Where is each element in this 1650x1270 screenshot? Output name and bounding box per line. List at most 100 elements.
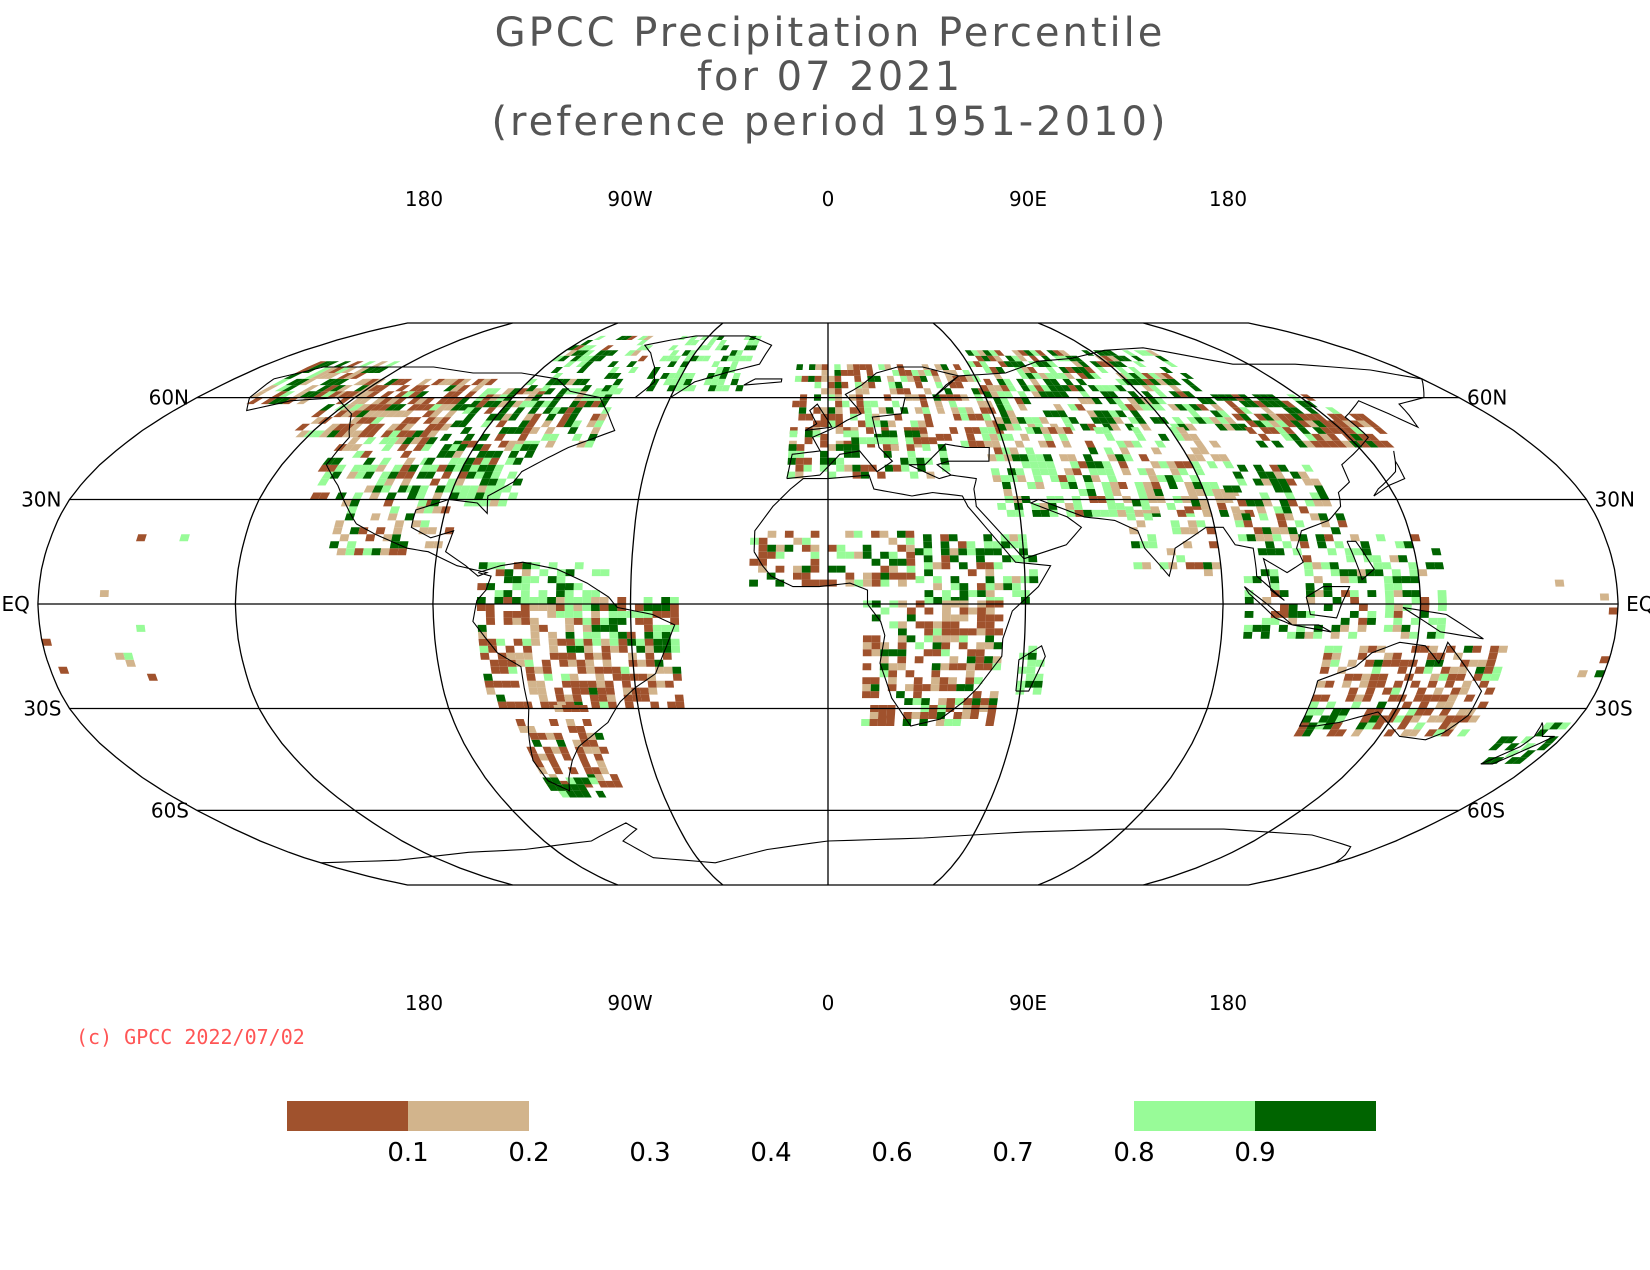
percentile-cell xyxy=(1245,420,1259,428)
percentile-cell xyxy=(565,777,577,785)
percentile-cell xyxy=(846,364,854,370)
percentile-cell xyxy=(593,335,607,340)
legend-tick-label: 0.2 xyxy=(508,1138,549,1168)
percentile-cell xyxy=(1131,440,1143,448)
percentile-cell xyxy=(1018,373,1030,379)
percentile-cell xyxy=(911,712,921,719)
percentile-cell xyxy=(1358,645,1369,653)
percentile-cell xyxy=(565,378,578,386)
percentile-cell xyxy=(862,544,872,552)
percentile-cell xyxy=(1090,417,1102,424)
percentile-cell xyxy=(521,427,534,434)
percentile-cell xyxy=(547,611,557,618)
percentile-cell xyxy=(323,373,341,379)
percentile-cell xyxy=(507,450,520,458)
percentile-cell xyxy=(888,551,898,559)
percentile-cell xyxy=(1059,482,1070,489)
percentile-cell xyxy=(1160,373,1175,379)
percentile-cell xyxy=(743,345,752,351)
percentile-cell xyxy=(1201,417,1215,424)
percentile-cell xyxy=(1409,576,1420,584)
percentile-cell xyxy=(961,712,971,719)
percentile-cell xyxy=(582,590,592,597)
percentile-cell xyxy=(884,464,894,472)
percentile-cell xyxy=(911,430,921,438)
percentile-cell xyxy=(924,597,934,604)
percentile-cell xyxy=(406,404,422,411)
percentile-cell xyxy=(1255,506,1267,514)
percentile-cell xyxy=(854,551,863,559)
percentile-cell xyxy=(1341,680,1352,688)
percentile-cell xyxy=(569,784,581,791)
percentile-cell xyxy=(1200,482,1212,489)
percentile-cell xyxy=(1279,590,1289,597)
percentile-cell xyxy=(924,635,933,643)
percentile-cell xyxy=(1186,489,1198,496)
percentile-cell xyxy=(994,628,1004,636)
percentile-cell xyxy=(1194,489,1206,496)
percentile-cell xyxy=(1314,722,1327,730)
percentile-cell xyxy=(315,367,333,373)
percentile-cell xyxy=(428,404,443,411)
top-longitude-label: 90W xyxy=(607,187,652,211)
percentile-cell xyxy=(488,457,500,465)
percentile-cell xyxy=(913,691,922,699)
percentile-cell xyxy=(984,548,994,556)
percentile-cell xyxy=(430,417,444,424)
percentile-cell xyxy=(379,471,392,479)
percentile-cell xyxy=(1014,440,1025,448)
percentile-cell xyxy=(1026,666,1036,674)
percentile-cell xyxy=(1330,708,1343,716)
percentile-cell xyxy=(1114,454,1126,462)
percentile-cell xyxy=(1011,454,1022,462)
percentile-cell xyxy=(904,370,913,376)
percentile-cell xyxy=(400,478,412,486)
percentile-cell xyxy=(730,378,739,386)
percentile-cell xyxy=(349,444,363,451)
percentile-cell xyxy=(399,450,413,458)
percentile-cell xyxy=(671,645,681,653)
percentile-cell xyxy=(1194,454,1207,462)
percentile-cell xyxy=(924,628,934,636)
percentile-cell xyxy=(1156,475,1168,482)
percentile-cell xyxy=(400,391,416,398)
percentile-cell xyxy=(495,694,506,702)
percentile-cell xyxy=(1084,482,1095,489)
percentile-cell xyxy=(529,604,539,611)
percentile-cell xyxy=(355,410,371,418)
percentile-cell xyxy=(683,378,693,386)
percentile-cell xyxy=(1058,367,1070,373)
percentile-cell xyxy=(767,544,776,552)
percentile-cell xyxy=(609,631,619,639)
percentile-cell xyxy=(548,631,558,639)
percentile-cell xyxy=(1033,385,1045,392)
percentile-cell xyxy=(1134,417,1147,424)
percentile-cell xyxy=(941,555,951,563)
percentile-cell xyxy=(601,345,614,351)
percentile-cell xyxy=(932,628,942,636)
percentile-cell xyxy=(1339,576,1350,584)
percentile-cell xyxy=(686,373,696,379)
percentile-cell xyxy=(1077,361,1090,367)
percentile-cell xyxy=(624,701,635,709)
percentile-cell xyxy=(986,712,996,719)
percentile-cell xyxy=(992,397,1003,405)
percentile-cell xyxy=(1079,423,1091,431)
percentile-cell xyxy=(970,388,981,395)
percentile-cell xyxy=(1279,611,1289,618)
percentile-cell xyxy=(898,572,907,580)
percentile-cell xyxy=(332,423,348,431)
percentile-cell xyxy=(325,423,341,431)
percentile-cell xyxy=(580,385,593,392)
percentile-cell xyxy=(923,548,933,556)
percentile-cell xyxy=(1136,489,1148,496)
percentile-cell xyxy=(971,698,981,705)
percentile-cell xyxy=(1087,385,1100,392)
percentile-cell xyxy=(1217,454,1231,462)
percentile-cell xyxy=(1407,729,1422,737)
percentile-cell xyxy=(896,388,905,395)
percentile-cell xyxy=(950,407,960,414)
percentile-cell xyxy=(498,407,512,414)
percentile-cell xyxy=(1445,645,1456,653)
percentile-cell xyxy=(621,673,631,681)
